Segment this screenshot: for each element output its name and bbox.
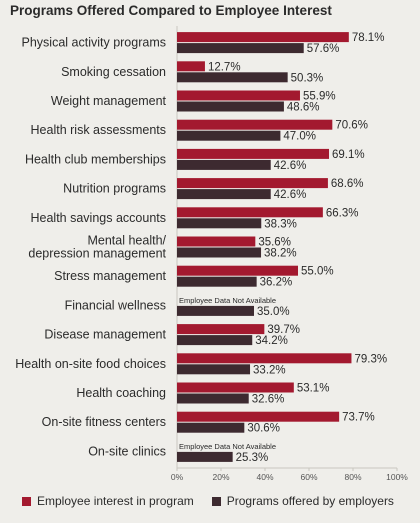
interest-value-label: 55.9%	[303, 91, 336, 103]
category-label: depression management	[28, 247, 166, 261]
offered-bar	[177, 72, 288, 83]
offered-value-label: 35.0%	[257, 306, 290, 318]
interest-bar	[177, 90, 300, 101]
interest-value-label: 79.3%	[354, 353, 387, 365]
interest-value-label: 70.6%	[335, 120, 368, 132]
interest-bar	[177, 236, 256, 247]
x-tick-label: 80%	[344, 472, 361, 482]
offered-value-label: 25.3%	[236, 452, 269, 464]
category-label: Stress management	[54, 269, 166, 283]
legend-swatch-interest	[22, 496, 31, 506]
category-label: Health on-site food choices	[15, 357, 166, 371]
offered-bar	[177, 101, 284, 112]
category-label: On-site fitness centers	[42, 415, 166, 429]
offered-bar	[177, 247, 262, 258]
interest-bar	[177, 411, 340, 422]
interest-value-label: 69.1%	[332, 149, 365, 161]
offered-bar	[177, 422, 245, 433]
category-label: Physical activity programs	[22, 36, 167, 50]
x-tick-label: 100%	[386, 472, 408, 482]
offered-value-label: 34.2%	[255, 335, 288, 347]
offered-value-label: 38.3%	[264, 218, 297, 230]
interest-value-label: 35.6%	[258, 237, 291, 249]
category-label: Mental health/	[87, 234, 166, 248]
offered-bar	[177, 305, 254, 316]
legend: Employee interest in program Programs of…	[22, 494, 394, 508]
category-label: Weight management	[51, 94, 167, 108]
offered-value-label: 48.6%	[287, 102, 320, 114]
offered-value-label: 42.6%	[274, 189, 307, 201]
category-label: Health coaching	[76, 386, 166, 400]
offered-bar	[177, 159, 271, 170]
interest-bar	[177, 119, 333, 130]
interest-value-label: 12.7%	[208, 61, 241, 73]
legend-item-offered: Programs offered by employers	[211, 494, 394, 508]
offered-value-label: 30.6%	[247, 423, 280, 435]
legend-label-offered: Programs offered by employers	[226, 494, 394, 508]
interest-bar	[177, 178, 328, 189]
offered-value-label: 33.2%	[253, 364, 286, 376]
x-tick-label: 0%	[171, 472, 184, 482]
category-label: Health savings accounts	[31, 211, 167, 225]
not-available-label: Employee Data Not Available	[179, 296, 276, 305]
interest-bar	[177, 324, 265, 335]
offered-value-label: 50.3%	[291, 72, 324, 84]
offered-value-label: 47.0%	[283, 131, 316, 143]
interest-value-label: 73.7%	[342, 412, 375, 424]
interest-bar	[177, 32, 349, 43]
x-tick-label: 40%	[256, 472, 273, 482]
offered-bar	[177, 189, 271, 200]
legend-label-interest: Employee interest in program	[37, 494, 194, 508]
offered-value-label: 36.2%	[260, 277, 293, 289]
interest-bar	[177, 265, 298, 276]
interest-value-label: 66.3%	[326, 207, 359, 219]
category-label: Health club memberships	[25, 152, 166, 166]
interest-value-label: 53.1%	[297, 383, 330, 395]
category-label: Smoking cessation	[61, 65, 166, 79]
category-label: On-site clinics	[88, 444, 166, 458]
offered-bar	[177, 393, 249, 404]
offered-bar	[177, 451, 233, 462]
legend-swatch-offered	[211, 496, 221, 506]
offered-value-label: 38.2%	[264, 248, 297, 260]
category-label: Nutrition programs	[63, 182, 166, 196]
offered-value-label: 32.6%	[252, 394, 285, 406]
legend-item-interest: Employee interest in program	[22, 494, 194, 508]
offered-value-label: 57.6%	[307, 43, 340, 55]
category-label: Health risk assessments	[31, 123, 166, 137]
interest-bar	[177, 148, 330, 159]
x-tick-label: 60%	[300, 472, 317, 482]
category-label: Financial wellness	[65, 298, 166, 312]
offered-bar	[177, 276, 257, 287]
offered-bar	[177, 335, 253, 346]
x-tick-label: 20%	[212, 472, 229, 482]
category-label: Disease management	[44, 328, 166, 342]
interest-bar	[177, 207, 323, 218]
offered-bar	[177, 364, 251, 375]
interest-value-label: 39.7%	[267, 324, 300, 336]
offered-value-label: 42.6%	[274, 160, 307, 172]
interest-bar	[177, 61, 205, 72]
interest-value-label: 78.1%	[352, 32, 385, 44]
not-available-label: Employee Data Not Available	[179, 442, 276, 451]
interest-value-label: 68.6%	[331, 178, 364, 190]
interest-value-label: 55.0%	[301, 266, 334, 278]
offered-bar	[177, 43, 304, 54]
interest-bar	[177, 382, 294, 393]
bar-chart: 0% 20% 40% 60% 80% 100% Physical activity prog…	[15, 26, 408, 482]
chart-title: Programs Offered Compared to Employee In…	[10, 3, 332, 18]
offered-bar	[177, 130, 281, 141]
interest-bar	[177, 353, 352, 364]
offered-bar	[177, 218, 262, 229]
